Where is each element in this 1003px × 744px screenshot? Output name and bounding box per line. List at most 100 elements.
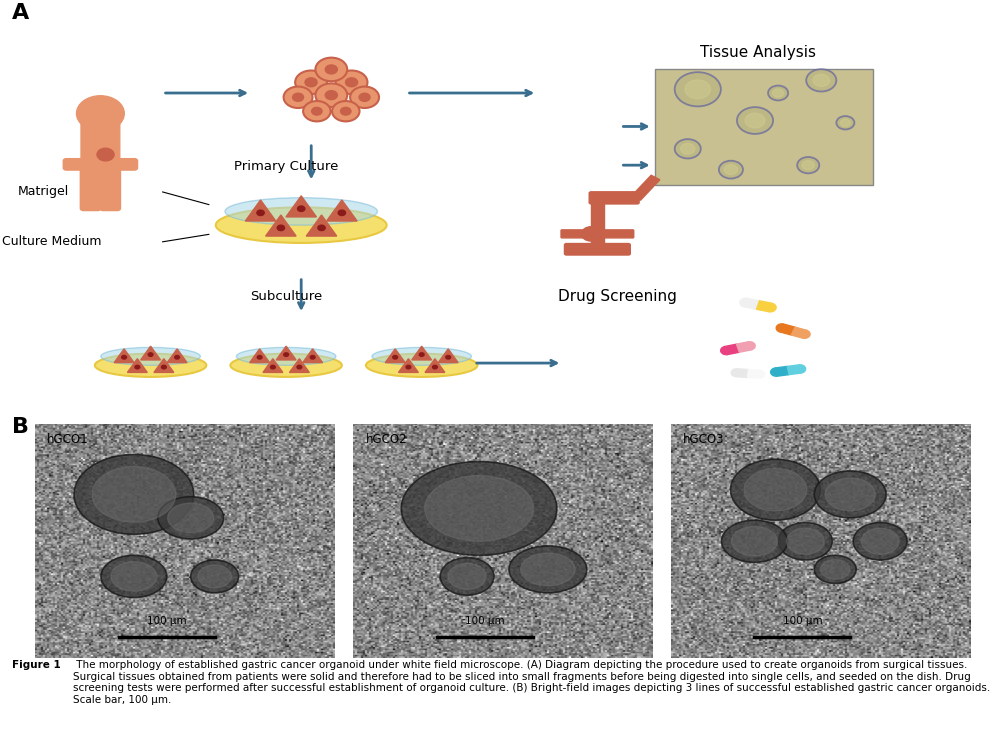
Circle shape — [840, 119, 850, 126]
Circle shape — [767, 86, 787, 100]
Circle shape — [835, 116, 854, 129]
Text: hGCO2: hGCO2 — [365, 434, 406, 446]
Ellipse shape — [824, 478, 875, 511]
Circle shape — [284, 353, 288, 356]
Polygon shape — [398, 359, 418, 373]
Text: Primary Culture: Primary Culture — [234, 160, 338, 173]
FancyBboxPatch shape — [589, 192, 639, 204]
Ellipse shape — [191, 560, 239, 593]
Polygon shape — [289, 359, 309, 373]
Ellipse shape — [861, 528, 898, 554]
Circle shape — [684, 80, 710, 99]
Circle shape — [297, 365, 302, 369]
Circle shape — [350, 86, 379, 108]
Ellipse shape — [372, 347, 471, 365]
Wedge shape — [730, 369, 736, 376]
Circle shape — [315, 83, 347, 107]
Polygon shape — [168, 349, 187, 362]
Circle shape — [161, 365, 166, 369]
Circle shape — [76, 96, 124, 131]
Polygon shape — [276, 346, 296, 360]
Circle shape — [805, 69, 835, 92]
Text: hGCO1: hGCO1 — [47, 434, 88, 446]
Bar — [654, 69, 873, 185]
Ellipse shape — [225, 198, 377, 225]
Circle shape — [736, 107, 772, 134]
Text: 100 μm: 100 μm — [146, 615, 187, 626]
FancyBboxPatch shape — [561, 230, 633, 238]
FancyBboxPatch shape — [100, 168, 120, 211]
Polygon shape — [385, 349, 405, 362]
Wedge shape — [775, 324, 783, 332]
Ellipse shape — [74, 455, 194, 534]
Ellipse shape — [730, 459, 819, 520]
Ellipse shape — [366, 353, 477, 377]
Polygon shape — [250, 349, 270, 362]
Polygon shape — [114, 349, 134, 362]
Circle shape — [325, 91, 337, 100]
Ellipse shape — [813, 555, 856, 583]
Ellipse shape — [819, 559, 850, 580]
Circle shape — [277, 225, 284, 231]
Ellipse shape — [439, 558, 493, 595]
Polygon shape — [424, 359, 444, 373]
Circle shape — [812, 74, 828, 86]
Circle shape — [311, 107, 322, 115]
Circle shape — [257, 210, 264, 216]
Ellipse shape — [509, 546, 586, 593]
Circle shape — [305, 78, 317, 87]
Circle shape — [283, 86, 312, 108]
Polygon shape — [786, 365, 800, 375]
Circle shape — [581, 227, 601, 241]
Polygon shape — [266, 215, 296, 236]
Text: A: A — [12, 2, 29, 22]
Ellipse shape — [237, 347, 335, 365]
Circle shape — [340, 107, 351, 115]
Circle shape — [801, 161, 813, 170]
Polygon shape — [747, 370, 759, 378]
Text: Tissue Analysis: Tissue Analysis — [699, 45, 815, 60]
Polygon shape — [438, 349, 457, 362]
Ellipse shape — [157, 497, 224, 539]
Polygon shape — [790, 327, 805, 338]
Polygon shape — [245, 200, 276, 221]
FancyBboxPatch shape — [81, 115, 119, 175]
Circle shape — [335, 71, 367, 94]
Ellipse shape — [853, 522, 906, 560]
Circle shape — [392, 356, 397, 359]
Polygon shape — [774, 366, 788, 376]
Wedge shape — [739, 298, 746, 307]
Ellipse shape — [401, 461, 557, 555]
Polygon shape — [263, 359, 283, 373]
Polygon shape — [724, 344, 738, 355]
Circle shape — [432, 365, 437, 369]
Circle shape — [315, 57, 347, 81]
Circle shape — [419, 353, 423, 356]
Ellipse shape — [730, 527, 776, 556]
Circle shape — [303, 101, 330, 121]
Circle shape — [325, 65, 337, 74]
FancyBboxPatch shape — [111, 158, 137, 170]
Wedge shape — [770, 368, 776, 376]
Ellipse shape — [216, 208, 386, 243]
Circle shape — [723, 164, 737, 175]
Circle shape — [297, 206, 305, 211]
Circle shape — [338, 210, 345, 216]
Polygon shape — [735, 369, 747, 377]
Ellipse shape — [168, 503, 214, 533]
Polygon shape — [411, 346, 431, 360]
Polygon shape — [631, 176, 659, 200]
Ellipse shape — [813, 471, 886, 518]
Circle shape — [772, 89, 783, 97]
Circle shape — [405, 365, 410, 369]
Circle shape — [744, 113, 764, 128]
Ellipse shape — [110, 562, 156, 591]
Polygon shape — [755, 301, 771, 312]
Circle shape — [796, 157, 818, 173]
Text: Figure 1: Figure 1 — [12, 660, 61, 670]
Circle shape — [270, 365, 275, 369]
Circle shape — [292, 93, 303, 101]
Text: Culture Medium: Culture Medium — [2, 235, 101, 248]
Circle shape — [445, 356, 450, 359]
Text: B: B — [12, 417, 29, 437]
